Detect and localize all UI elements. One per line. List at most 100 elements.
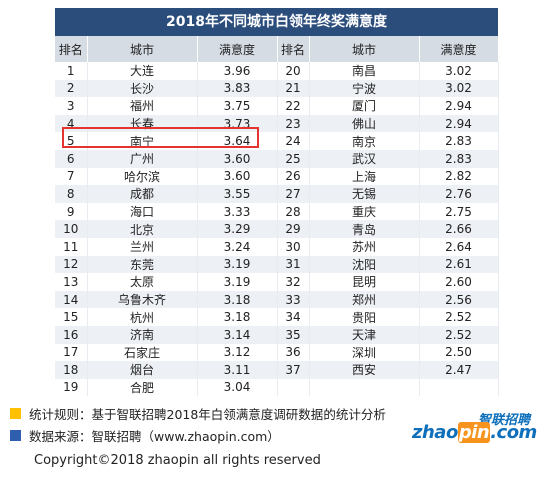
cell-rank: 27 [277, 185, 310, 203]
cell-city: 南昌 [309, 62, 420, 80]
cell-rank: 6 [55, 149, 88, 168]
table-header-row: 排名 城市 满意度 排名 城市 满意度 [55, 36, 499, 62]
cell-rank: 14 [55, 290, 88, 309]
notes: 统计规则：基于智联招聘2018年白领满意度调研数据的统计分析 数据来源：智联招聘… [10, 402, 530, 446]
cell-score: 2.83 [419, 149, 499, 168]
cell-rank: 16 [55, 325, 88, 344]
table-row: 2 长沙 3.83 21 宁波 3.02 [55, 79, 499, 98]
table-row: 19 合肥 3.04 [55, 378, 499, 397]
cell-city: 西安 [309, 361, 420, 379]
cell-rank: 15 [55, 308, 88, 326]
cell-rank: 10 [55, 220, 88, 238]
cell-city: 乌鲁木齐 [87, 290, 198, 309]
cell-score: 3.83 [197, 79, 278, 98]
cell-score: 3.75 [197, 97, 278, 115]
highlight-box-nanning [62, 127, 259, 148]
cell-city: 上海 [309, 167, 420, 186]
cell-city: 沈阳 [309, 255, 420, 274]
cell-score: 2.60 [419, 273, 499, 291]
cell-score: 2.47 [419, 361, 499, 379]
note-rule-text: 统计规则：基于智联招聘2018年白领满意度调研数据的统计分析 [29, 406, 386, 422]
cell-score: 3.55 [197, 185, 278, 203]
blue-square-icon [10, 429, 21, 441]
cell-city: 成都 [87, 185, 198, 203]
logo-en-b: pin [457, 422, 491, 443]
cell-score: 3.60 [197, 167, 278, 186]
cell-score: 3.33 [197, 202, 278, 221]
cell-rank: 36 [277, 343, 310, 362]
table-row: 18 烟台 3.11 37 西安 2.47 [55, 361, 499, 379]
cell-rank: 28 [277, 202, 310, 221]
cell-rank: 37 [277, 361, 310, 379]
note-rule: 统计规则：基于智联招聘2018年白领满意度调研数据的统计分析 [10, 402, 530, 424]
cell-score: 3.14 [197, 325, 278, 344]
table-row: 10 北京 3.29 29 青岛 2.66 [55, 220, 499, 238]
cell-rank: 9 [55, 202, 88, 221]
cell-city: 济南 [87, 325, 198, 344]
cell-rank: 18 [55, 361, 88, 379]
cell-city: 海口 [87, 202, 198, 221]
cell-score: 2.56 [419, 290, 499, 309]
table-row: 8 成都 3.55 27 无锡 2.76 [55, 185, 499, 203]
cell-city: 烟台 [87, 361, 198, 379]
cell-score: 2.83 [419, 132, 499, 150]
cell-score [419, 378, 499, 397]
logo-cn-text: 智联招聘 [477, 413, 530, 428]
table-row: 17 石家庄 3.12 36 深圳 2.50 [55, 343, 499, 362]
cell-rank: 8 [55, 185, 88, 203]
note-source-text: 数据来源：智联招聘（www.zhaopin.com） [29, 428, 280, 444]
cell-city: 贵阳 [309, 308, 420, 326]
cell-score: 2.94 [419, 114, 499, 133]
table-row: 16 济南 3.14 35 天津 2.52 [55, 325, 499, 344]
cell-score: 2.82 [419, 167, 499, 186]
cell-city: 佛山 [309, 114, 420, 133]
header-city: 城市 [309, 36, 420, 62]
table-body: 1 大连 3.96 20 南昌 3.02 2 长沙 3.83 21 宁波 3.02 3 福州 3.75 22 厦… [55, 62, 499, 397]
cell-rank: 22 [277, 97, 310, 115]
cell-rank: 25 [277, 149, 310, 168]
cell-score: 2.76 [419, 185, 499, 203]
cell-rank: 12 [55, 255, 88, 274]
cell-score: 3.29 [197, 220, 278, 238]
cell-rank: 26 [277, 167, 310, 186]
cell-city: 无锡 [309, 185, 420, 203]
cell-rank: 29 [277, 220, 310, 238]
cell-city: 兰州 [87, 237, 198, 256]
cell-score: 2.52 [419, 325, 499, 344]
cell-score: 3.60 [197, 149, 278, 168]
cell-rank: 34 [277, 308, 310, 326]
cell-score: 3.18 [197, 290, 278, 309]
header-score: 满意度 [419, 36, 499, 62]
cell-rank: 30 [277, 237, 310, 256]
cell-city: 北京 [87, 220, 198, 238]
cell-rank [277, 378, 310, 397]
yellow-square-icon [10, 407, 21, 419]
cell-city: 东莞 [87, 255, 198, 274]
table-row: 11 兰州 3.24 30 苏州 2.64 [55, 237, 499, 256]
cell-rank: 32 [277, 273, 310, 291]
cell-rank: 31 [277, 255, 310, 274]
table-row: 9 海口 3.33 28 重庆 2.75 [55, 202, 499, 221]
cell-score: 2.66 [419, 220, 499, 238]
cell-city: 南宁 [87, 132, 198, 150]
cell-city: 昆明 [309, 273, 420, 291]
logo-en-a: zhao [412, 422, 458, 443]
cell-score: 3.12 [197, 343, 278, 362]
table-row: 12 东莞 3.19 31 沈阳 2.61 [55, 255, 499, 274]
cell-rank: 3 [55, 97, 88, 115]
cell-city: 石家庄 [87, 343, 198, 362]
copyright: Copyright©2018 zhaopin all rights reserv… [34, 453, 321, 468]
cell-city: 天津 [309, 325, 420, 344]
zhaopin-logo: 智联招聘 zhaopin.com [412, 409, 537, 443]
cell-score: 3.96 [197, 62, 278, 80]
cell-score: 3.19 [197, 273, 278, 291]
cell-rank: 24 [277, 132, 310, 150]
cell-city: 重庆 [309, 202, 420, 221]
header-rank: 排名 [277, 36, 310, 62]
cell-score: 3.18 [197, 308, 278, 326]
cell-score: 2.61 [419, 255, 499, 274]
header-city: 城市 [87, 36, 198, 62]
cell-city: 武汉 [309, 149, 420, 168]
cell-city: 哈尔滨 [87, 167, 198, 186]
